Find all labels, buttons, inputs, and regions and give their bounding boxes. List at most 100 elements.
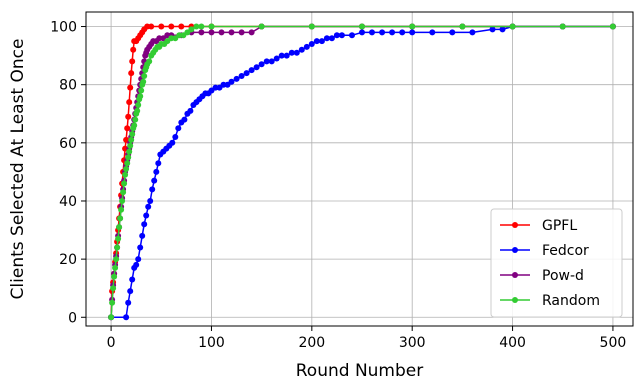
- data-point-gpfl: [168, 23, 175, 30]
- data-point-fedcor: [303, 43, 310, 50]
- data-point-fedcor: [145, 203, 152, 210]
- data-point-fedcor: [399, 29, 406, 36]
- data-point-fedcor: [129, 276, 136, 283]
- data-point-pow-d: [228, 29, 235, 36]
- data-point-fedcor: [338, 32, 345, 39]
- y-tick-label: 80: [59, 78, 77, 94]
- data-point-fedcor: [349, 32, 355, 39]
- data-point-random: [258, 23, 265, 30]
- legend-swatch-marker: [512, 222, 518, 228]
- series-fedcor: [108, 23, 616, 321]
- data-point-gpfl: [178, 23, 185, 30]
- data-point-fedcor: [181, 116, 188, 123]
- plot-frame: [85, 11, 634, 327]
- data-point-pow-d: [198, 29, 205, 36]
- data-point-fedcor: [141, 221, 148, 228]
- data-point-gpfl: [124, 125, 131, 132]
- data-point-random: [359, 23, 365, 30]
- legend-item-gpfl: GPFL: [500, 218, 577, 234]
- data-point-fedcor: [288, 49, 295, 56]
- data-point-random: [108, 314, 115, 321]
- data-point-fedcor: [169, 139, 176, 146]
- data-point-random: [137, 93, 144, 100]
- data-point-random: [141, 73, 148, 79]
- data-point-random: [140, 78, 147, 85]
- data-point-fedcor: [409, 29, 416, 36]
- data-point-gpfl: [125, 113, 132, 120]
- y-tick-label: 20: [59, 252, 77, 268]
- data-point-random: [128, 136, 135, 143]
- data-point-fedcor: [133, 261, 140, 268]
- data-point-fedcor: [155, 160, 162, 167]
- data-point-fedcor: [369, 29, 375, 36]
- data-point-random: [459, 23, 466, 30]
- data-point-gpfl: [127, 84, 134, 91]
- data-point-fedcor: [135, 256, 142, 263]
- data-point-random: [509, 23, 516, 30]
- data-point-fedcor: [172, 134, 179, 140]
- data-point-fedcor: [127, 288, 134, 295]
- data-point-pow-d: [248, 29, 255, 36]
- data-point-fedcor: [273, 55, 280, 62]
- data-point-fedcor: [469, 29, 476, 36]
- data-point-random: [188, 26, 195, 33]
- data-point-fedcor: [333, 32, 340, 39]
- legend-box: [490, 208, 623, 318]
- data-point-fedcor: [278, 52, 285, 59]
- data-point-random: [193, 23, 200, 30]
- data-point-pow-d: [208, 29, 215, 36]
- data-point-fedcor: [243, 70, 250, 77]
- data-point-random: [112, 264, 119, 271]
- data-point-fedcor: [263, 58, 270, 65]
- x-tick-label: 0: [107, 335, 116, 351]
- data-point-gpfl: [129, 58, 136, 65]
- data-point-fedcor: [139, 232, 146, 239]
- data-point-random: [123, 166, 130, 172]
- data-point-random: [125, 154, 132, 161]
- data-point-pow-d: [238, 29, 245, 36]
- data-point-fedcor: [253, 64, 260, 71]
- data-point-random: [135, 102, 142, 108]
- series-layer: [108, 23, 616, 321]
- data-point-random: [109, 299, 116, 306]
- data-point-fedcor: [123, 314, 130, 321]
- data-point-random: [122, 171, 129, 178]
- y-tick-label: 0: [68, 310, 77, 326]
- x-tick-label: 200: [298, 335, 325, 351]
- data-point-random: [308, 23, 315, 30]
- data-point-random: [113, 256, 120, 263]
- data-point-random: [131, 122, 138, 129]
- data-point-random: [129, 131, 136, 138]
- legend-swatch-marker: [512, 272, 518, 278]
- data-point-fedcor: [147, 198, 154, 204]
- data-point-fedcor: [258, 61, 265, 68]
- data-point-gpfl: [122, 145, 129, 152]
- data-point-random: [134, 107, 141, 114]
- data-point-random: [132, 116, 139, 123]
- data-point-pow-d: [218, 29, 225, 36]
- data-point-fedcor: [143, 212, 150, 219]
- data-point-fedcor: [233, 75, 240, 82]
- data-point-random: [117, 215, 124, 222]
- data-point-random: [126, 148, 133, 155]
- legend-swatch-marker: [512, 297, 518, 303]
- axis-ticks: 0 100 200 300 400 500 0 20 40 60 80 100: [50, 20, 626, 351]
- legend: GPFL Fedcor Pow-d Random: [490, 208, 623, 318]
- data-point-random: [119, 198, 126, 204]
- data-point-fedcor: [389, 29, 396, 36]
- data-point-random: [116, 224, 123, 231]
- data-point-fedcor: [238, 73, 245, 79]
- data-point-random: [120, 189, 127, 196]
- data-point-fedcor: [248, 67, 255, 74]
- x-tick-label: 500: [600, 335, 627, 351]
- data-point-random: [609, 23, 616, 30]
- data-point-fedcor: [359, 29, 365, 36]
- data-point-random: [114, 244, 121, 251]
- series-random: [108, 23, 616, 321]
- data-point-gpfl: [130, 46, 137, 53]
- data-point-random: [124, 160, 131, 167]
- data-point-fedcor: [318, 38, 325, 45]
- legend-label-gpfl: GPFL: [542, 218, 577, 234]
- legend-item-pow-d: Pow-d: [500, 268, 584, 284]
